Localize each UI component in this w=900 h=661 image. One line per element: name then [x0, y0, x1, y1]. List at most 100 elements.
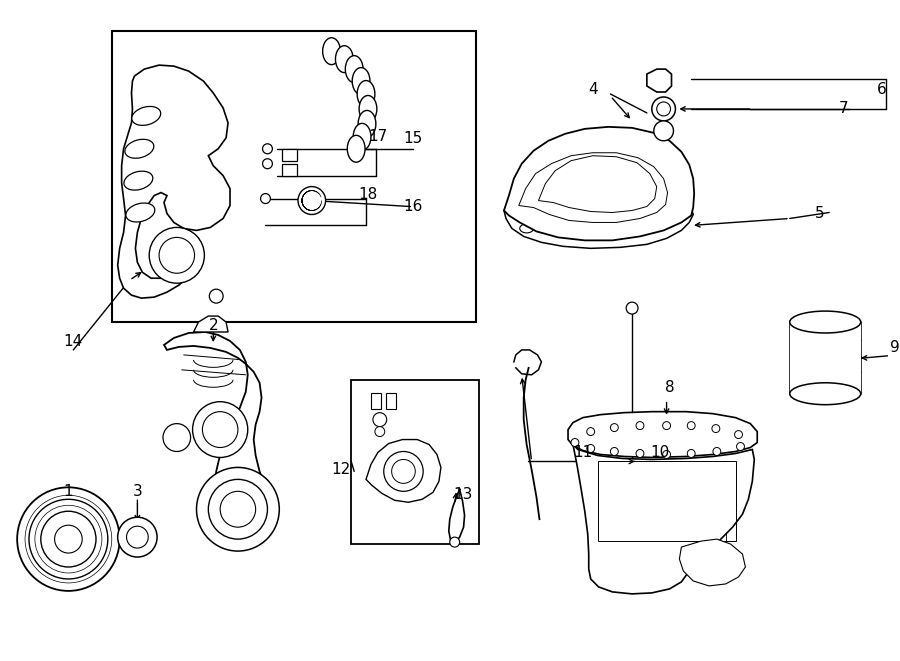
Ellipse shape — [519, 224, 534, 233]
Polygon shape — [194, 316, 228, 332]
Ellipse shape — [352, 67, 370, 95]
Bar — [112, 31, 476, 322]
Polygon shape — [680, 539, 745, 586]
Bar — [371, 393, 381, 408]
Bar — [790, 322, 860, 394]
Ellipse shape — [790, 383, 860, 405]
Circle shape — [653, 121, 673, 141]
Ellipse shape — [125, 139, 154, 158]
Text: 14: 14 — [64, 334, 83, 350]
Ellipse shape — [579, 224, 593, 233]
Bar — [283, 149, 297, 161]
Ellipse shape — [358, 110, 376, 137]
Ellipse shape — [353, 124, 371, 150]
Text: 8: 8 — [665, 380, 674, 395]
Circle shape — [669, 210, 679, 219]
Ellipse shape — [357, 81, 375, 108]
Circle shape — [118, 517, 158, 557]
Circle shape — [636, 449, 644, 457]
Circle shape — [163, 424, 191, 451]
Circle shape — [583, 210, 593, 221]
Circle shape — [210, 289, 223, 303]
Ellipse shape — [323, 38, 340, 65]
Circle shape — [713, 447, 721, 455]
Bar — [598, 461, 735, 541]
Circle shape — [375, 426, 384, 436]
Circle shape — [17, 487, 120, 591]
Circle shape — [688, 422, 695, 430]
Circle shape — [642, 210, 652, 221]
Circle shape — [610, 424, 618, 432]
Circle shape — [263, 144, 273, 154]
Polygon shape — [538, 156, 657, 212]
Text: 9: 9 — [890, 340, 900, 356]
Text: 6: 6 — [877, 81, 886, 97]
Ellipse shape — [359, 95, 377, 122]
Text: 2: 2 — [209, 317, 218, 332]
Ellipse shape — [539, 224, 554, 233]
Circle shape — [40, 511, 96, 567]
Circle shape — [636, 422, 644, 430]
Polygon shape — [568, 412, 757, 457]
Circle shape — [712, 424, 720, 432]
Circle shape — [652, 97, 675, 121]
Text: 11: 11 — [573, 445, 592, 460]
Circle shape — [383, 451, 423, 491]
Circle shape — [149, 227, 204, 283]
Polygon shape — [518, 153, 668, 223]
Text: 16: 16 — [403, 199, 423, 214]
Ellipse shape — [336, 46, 353, 73]
Bar — [283, 164, 297, 176]
Text: 13: 13 — [453, 486, 472, 502]
Circle shape — [298, 186, 326, 214]
Circle shape — [220, 491, 256, 527]
Circle shape — [524, 210, 534, 221]
Bar — [386, 393, 396, 408]
Text: 17: 17 — [368, 130, 388, 144]
Circle shape — [571, 438, 579, 447]
Circle shape — [159, 237, 194, 273]
Circle shape — [587, 444, 595, 453]
Polygon shape — [504, 127, 694, 241]
Polygon shape — [573, 444, 754, 594]
Ellipse shape — [131, 106, 161, 126]
Text: 15: 15 — [404, 132, 423, 146]
Circle shape — [261, 194, 270, 204]
Text: 3: 3 — [132, 484, 142, 499]
Circle shape — [736, 442, 744, 451]
Circle shape — [127, 526, 148, 548]
Polygon shape — [514, 200, 670, 233]
Circle shape — [662, 451, 670, 459]
Circle shape — [208, 479, 267, 539]
Text: 10: 10 — [650, 445, 670, 460]
Ellipse shape — [598, 224, 612, 233]
Circle shape — [662, 422, 670, 430]
Bar — [351, 380, 480, 544]
Polygon shape — [164, 332, 269, 542]
Text: 5: 5 — [814, 206, 824, 221]
Polygon shape — [647, 69, 671, 92]
Polygon shape — [118, 65, 230, 298]
Ellipse shape — [790, 311, 860, 333]
Text: 1: 1 — [64, 484, 73, 499]
Circle shape — [392, 459, 415, 483]
Circle shape — [626, 302, 638, 314]
Text: 12: 12 — [332, 462, 351, 477]
Circle shape — [610, 447, 618, 455]
Circle shape — [554, 210, 563, 221]
Text: 18: 18 — [358, 187, 378, 202]
Circle shape — [196, 467, 279, 551]
Circle shape — [29, 499, 108, 579]
Circle shape — [734, 430, 742, 438]
Circle shape — [612, 210, 622, 221]
Circle shape — [193, 402, 248, 457]
Text: 7: 7 — [839, 101, 849, 116]
Circle shape — [373, 412, 387, 426]
Polygon shape — [366, 440, 441, 502]
Circle shape — [202, 412, 238, 447]
Polygon shape — [504, 194, 693, 249]
Ellipse shape — [124, 171, 153, 190]
Ellipse shape — [559, 224, 573, 233]
Ellipse shape — [347, 136, 365, 162]
Ellipse shape — [126, 203, 155, 222]
